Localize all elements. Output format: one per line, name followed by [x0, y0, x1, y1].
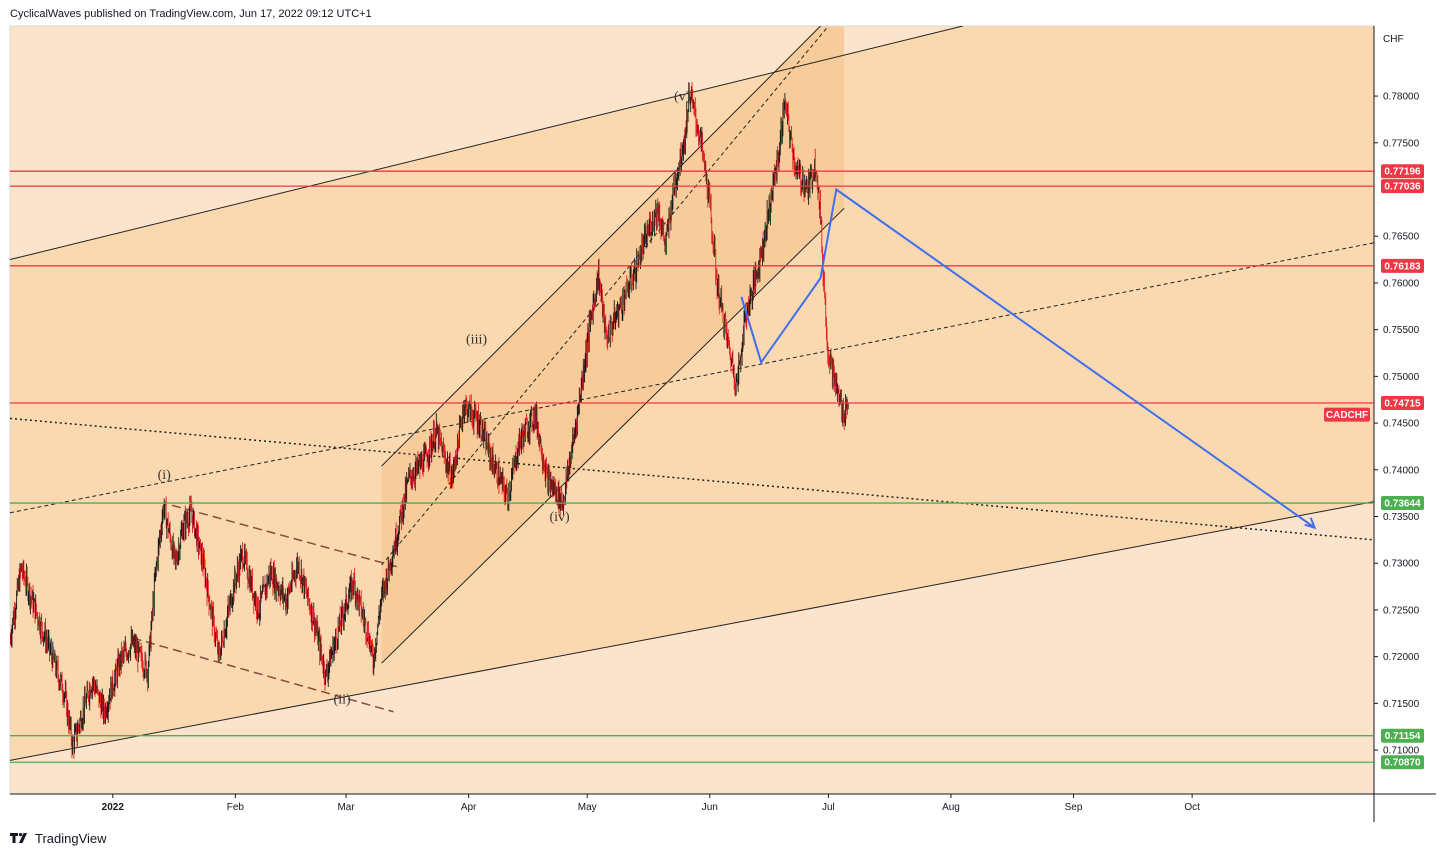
y-tick-label-9: 0.73000: [1383, 559, 1420, 570]
x-tick-label-9: Oct: [1184, 802, 1200, 813]
x-tick-label-5: Jun: [702, 802, 718, 813]
level-price-label-2: 0.76183: [1384, 261, 1421, 272]
channel-background: [10, 26, 1374, 794]
y-tick-label-2: 0.76500: [1383, 232, 1420, 243]
tradingview-logo-icon: [10, 833, 27, 843]
wave-label-2: (iii): [466, 333, 487, 348]
y-tick-label-0: 0.78000: [1383, 92, 1420, 103]
wave-label-1: (ii): [334, 692, 351, 707]
trendlines: [10, 26, 1374, 761]
level-price-label-4: 0.73644: [1384, 499, 1421, 510]
level-price-label-1: 0.77036: [1384, 182, 1421, 193]
wave-label-3: (iv): [549, 510, 570, 525]
y-tick-label-3: 0.76000: [1383, 278, 1420, 289]
wave-label-4: (v): [674, 90, 691, 105]
long-dotted-trendline: [10, 417, 1374, 541]
x-tick-label-8: Sep: [1065, 802, 1083, 813]
impulse-channel-lower-line: [381, 207, 845, 664]
wave-labels: (i) (ii) (iii) (iv) (v): [158, 90, 691, 708]
x-tick-label-7: Aug: [942, 802, 960, 813]
y-tick-label-13: 0.71000: [1383, 746, 1420, 757]
publisher-header: CyclicalWaves published on TradingView.c…: [10, 8, 372, 20]
y-tick-label-7: 0.74000: [1383, 465, 1420, 476]
level-price-tag-0: [1381, 164, 1424, 179]
currency-label: CHF: [1383, 34, 1404, 45]
level-price-tag-2: [1381, 258, 1424, 273]
level-price-tag-4: [1381, 496, 1424, 511]
symbol-tag-label: CADCHF: [1326, 410, 1368, 421]
projected-wave-path: [740, 187, 1316, 529]
price-chart[interactable]: (i) (ii) (iii) (iv) (v) 0.77196 0.77036 0.7618…: [0, 0, 1440, 822]
y-tick-label-4: 0.75500: [1383, 325, 1420, 336]
y-tick-label-8: 0.73500: [1383, 512, 1420, 523]
y-tick-label-5: 0.75000: [1383, 372, 1420, 383]
level-price-label-3: 0.74715: [1384, 398, 1421, 409]
level-price-tag-3: [1381, 395, 1424, 410]
outer-channel-lower-line: [10, 501, 1374, 761]
x-tick-label-3: Apr: [461, 802, 477, 813]
level-price-tag-5: [1381, 728, 1424, 743]
footer-brand-text: TradingView: [35, 830, 107, 846]
projection-arrowhead: [1304, 517, 1317, 530]
x-tick-label-1: Feb: [227, 802, 245, 813]
footer-brand[interactable]: TradingView: [10, 829, 107, 847]
outer-channel-upper-line: [10, 26, 963, 261]
y-tick-label-11: 0.72000: [1383, 652, 1420, 663]
wave-label-0: (i): [158, 468, 172, 483]
wave2-channel-lower-line: [132, 637, 394, 713]
level-price-tag-6: [1381, 755, 1424, 770]
y-tick-label-12: 0.71500: [1383, 699, 1420, 710]
price-and-time-axes: 0.77196 0.77036 0.76183 0.74715 0.73644 0.711…: [102, 34, 1424, 813]
level-price-label-6: 0.70870: [1384, 758, 1421, 769]
x-tick-label-2: Mar: [337, 802, 355, 813]
level-price-label-0: 0.77196: [1384, 167, 1421, 178]
wave2-channel-upper-line: [171, 504, 402, 569]
x-tick-label-6: Jul: [822, 802, 835, 813]
projection-path: [740, 187, 1317, 530]
impulse-channel-midline: [381, 26, 829, 566]
y-tick-label-6: 0.74500: [1383, 419, 1420, 430]
y-tick-label-1: 0.77500: [1383, 138, 1420, 149]
level-price-tag-1: [1381, 179, 1424, 194]
outer-channel-midline: [10, 242, 1374, 514]
axes-frame: [9, 25, 1436, 822]
x-tick-label-0: 2022: [102, 802, 125, 813]
horizontal-levels: [10, 170, 1374, 763]
candlestick-series: [10, 82, 849, 759]
impulse-channel-band: [381, 26, 845, 664]
y-tick-label-10: 0.72500: [1383, 605, 1420, 616]
impulse-channel-upper-line: [381, 26, 821, 467]
x-tick-label-4: May: [578, 802, 597, 813]
symbol-tag: [1324, 407, 1370, 422]
level-price-label-5: 0.71154: [1385, 731, 1421, 742]
